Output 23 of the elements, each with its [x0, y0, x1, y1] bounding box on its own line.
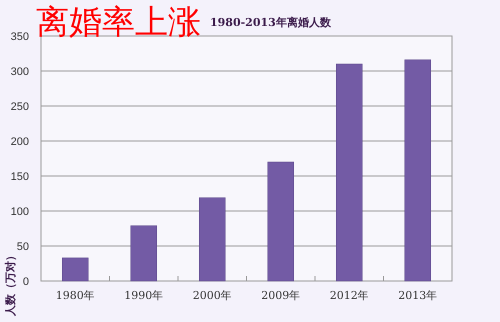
- y-tick-label: 350: [10, 31, 29, 43]
- x-tick-label: 2000年: [192, 289, 232, 302]
- y-tick-label: 300: [10, 66, 29, 78]
- x-tick-label: 2012年: [330, 289, 369, 302]
- y-tick-label: 200: [10, 136, 29, 148]
- x-tick-label: 2013年: [398, 289, 438, 302]
- bar: [267, 162, 294, 282]
- y-axis-title: 人数（万对）: [4, 250, 17, 317]
- y-tick-label: 100: [10, 206, 29, 218]
- bar: [198, 197, 226, 282]
- bar: [336, 64, 363, 282]
- x-tick-label: 2009年: [261, 289, 300, 302]
- bar: [130, 225, 158, 282]
- x-tick-label: 1990年: [124, 289, 164, 302]
- x-tick-label: 1980年: [56, 289, 95, 302]
- chart-subtitle: 1980-2013年离婚人数: [210, 16, 332, 29]
- bar: [62, 258, 89, 282]
- y-tick-label: 150: [10, 171, 29, 183]
- y-tick-label: 50: [16, 241, 29, 253]
- y-tick-label: 250: [10, 101, 29, 113]
- y-tick-label: 0: [22, 276, 29, 288]
- chart-title: 离婚率上涨: [36, 2, 201, 41]
- bar: [404, 60, 432, 282]
